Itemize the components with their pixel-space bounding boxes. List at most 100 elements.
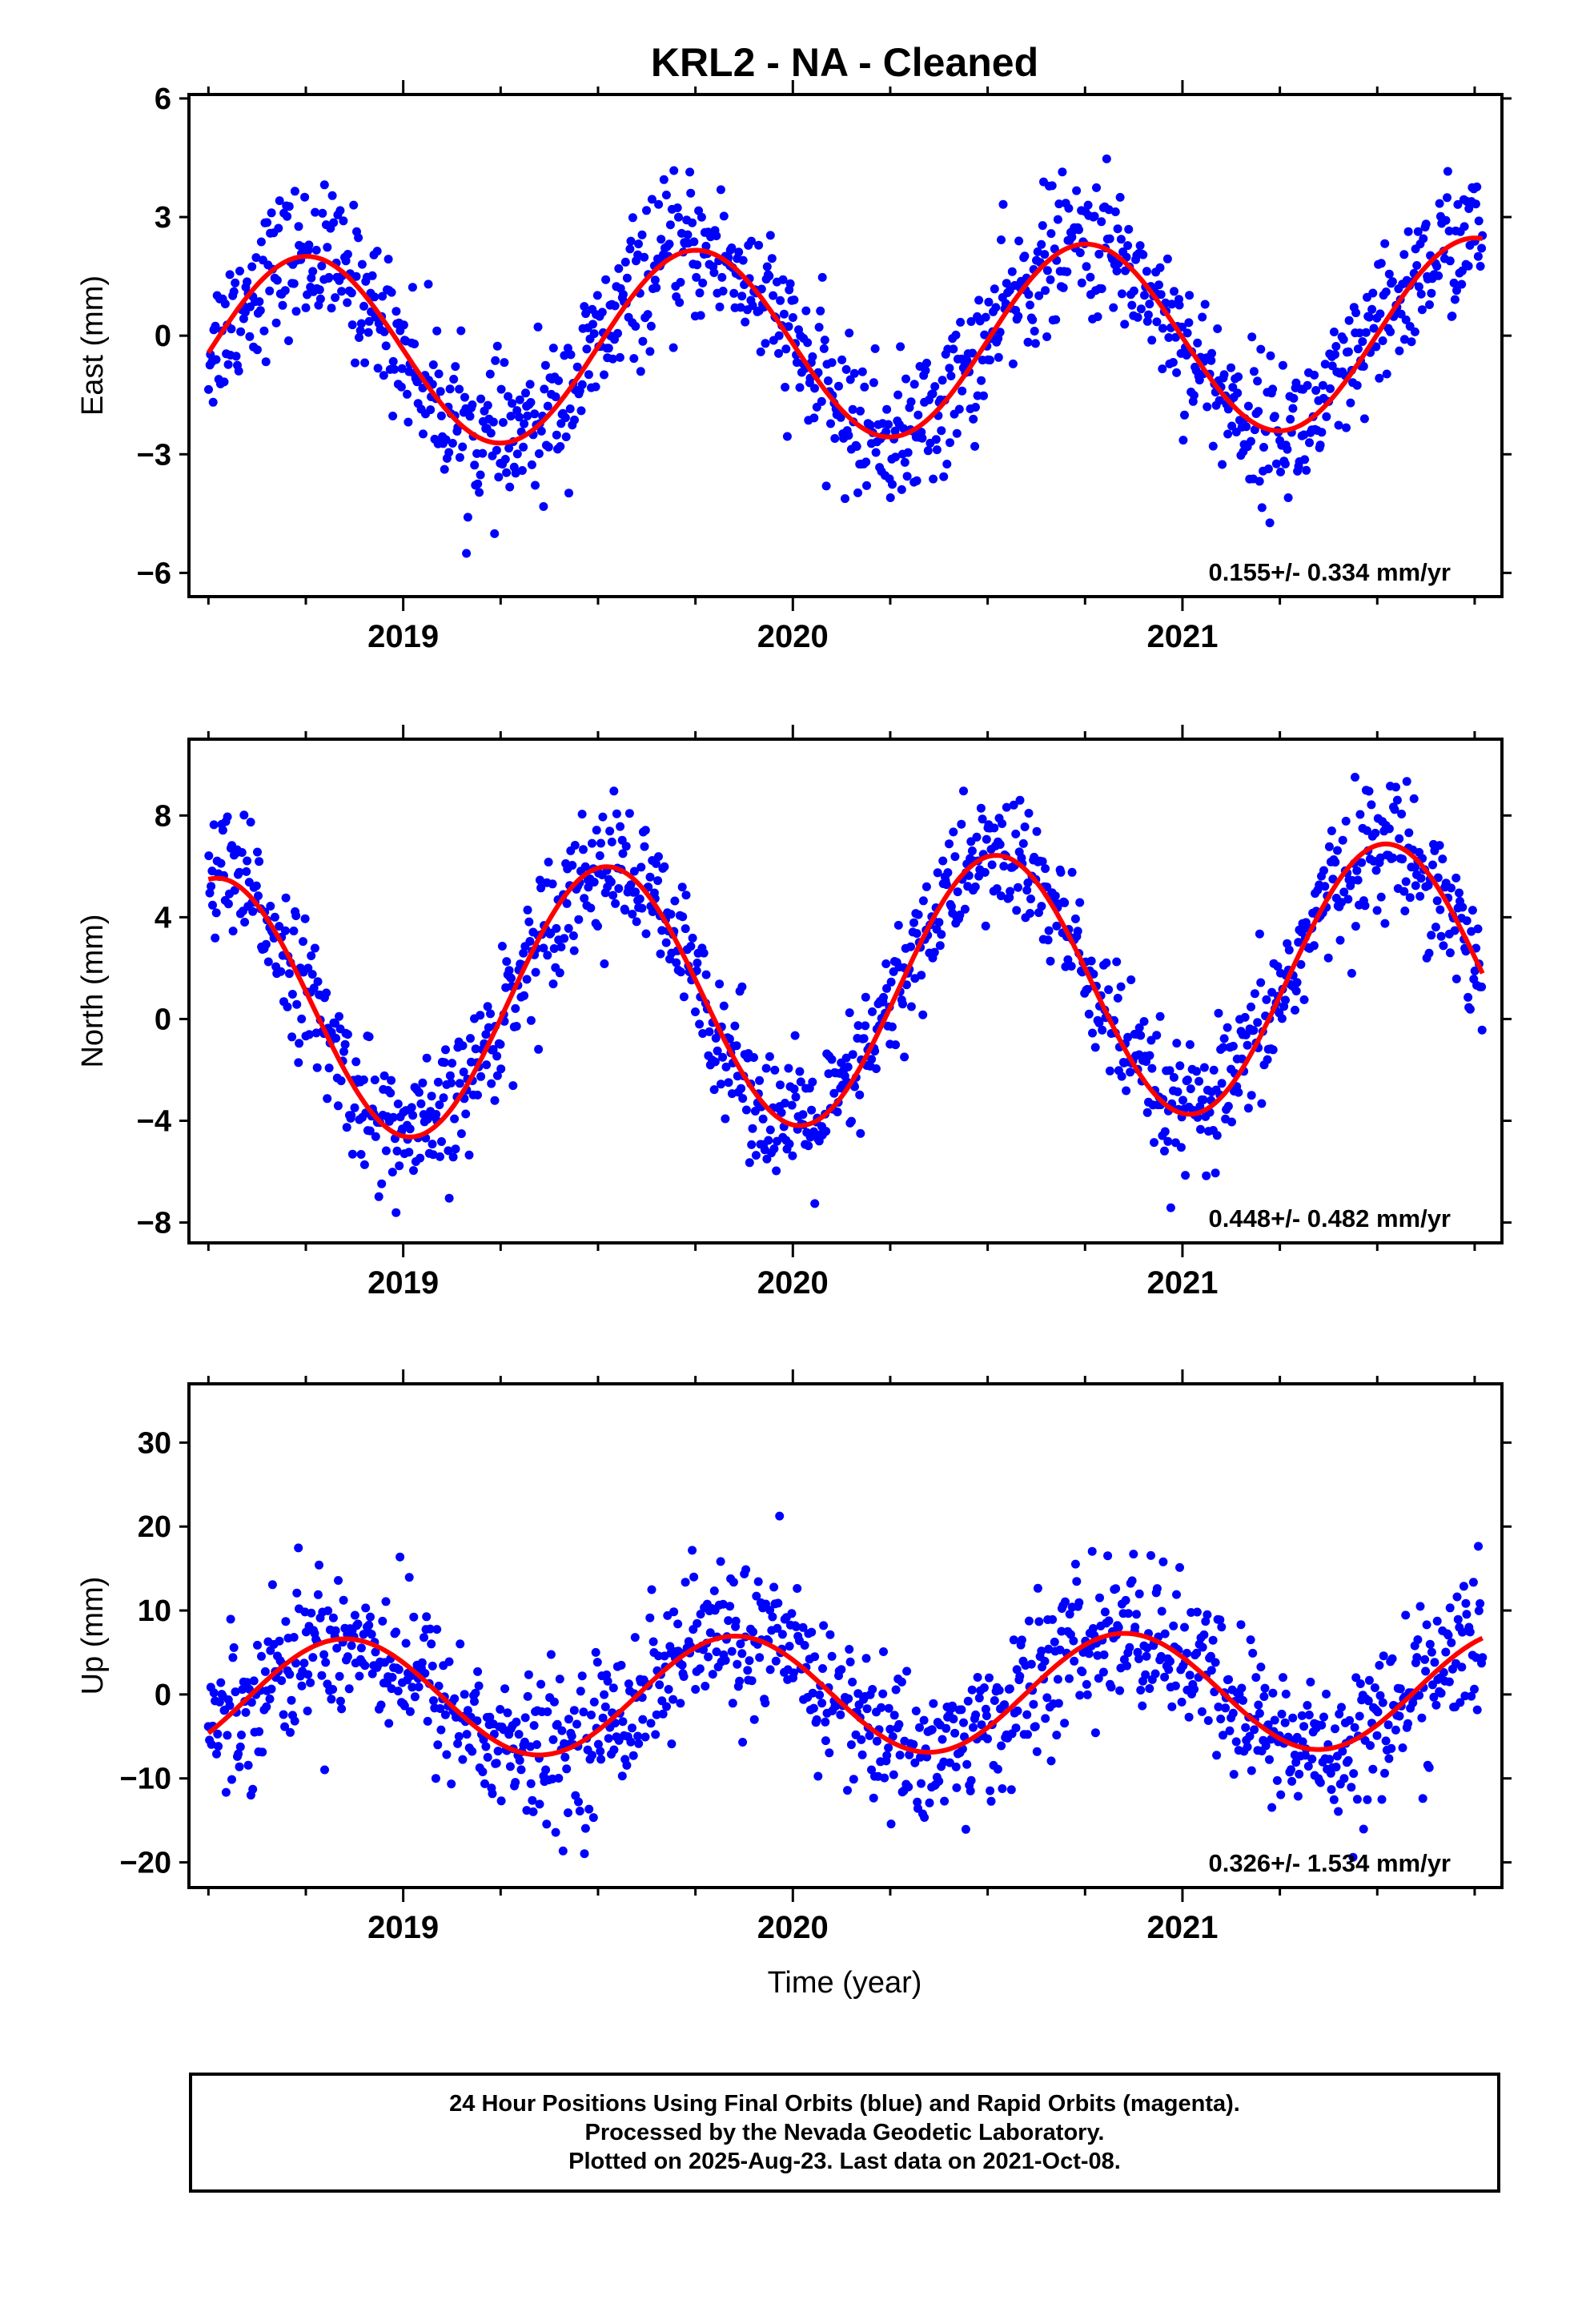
data-point (852, 442, 861, 451)
data-point (710, 1057, 720, 1067)
data-point (409, 1612, 419, 1622)
data-point (291, 911, 301, 920)
data-point (1095, 1593, 1104, 1602)
data-point (1381, 287, 1391, 296)
data-point (705, 1027, 714, 1036)
data-point (310, 943, 319, 953)
data-point (243, 1678, 252, 1687)
data-point (986, 1786, 995, 1795)
data-point (689, 1572, 699, 1582)
data-point (1093, 312, 1102, 321)
data-point (1075, 1691, 1085, 1700)
data-point (782, 432, 792, 441)
data-point (809, 1703, 818, 1713)
data-point (906, 1002, 916, 1011)
data-point (1122, 1086, 1131, 1096)
data-point (1464, 992, 1473, 1002)
data-point (564, 1715, 573, 1724)
data-point (586, 903, 596, 913)
data-point (456, 326, 466, 336)
data-point (1243, 401, 1253, 411)
data-point (312, 1063, 322, 1072)
data-point (303, 1707, 312, 1715)
data-point (289, 927, 299, 935)
data-point (701, 1682, 710, 1691)
data-point (588, 1751, 596, 1760)
data-point (1399, 250, 1409, 259)
data-point (711, 1033, 721, 1043)
data-point (1280, 459, 1290, 468)
data-point (1359, 362, 1368, 371)
data-point (669, 1607, 679, 1617)
data-point (712, 1647, 721, 1657)
data-point (343, 1652, 352, 1662)
data-point (1094, 249, 1104, 259)
data-point (397, 364, 407, 373)
data-point (1069, 1636, 1078, 1646)
data-point (1236, 1620, 1246, 1630)
data-point (1213, 324, 1223, 333)
data-point (951, 330, 961, 340)
data-point (894, 1719, 904, 1729)
data-point (1470, 1684, 1479, 1694)
data-point (1254, 1700, 1263, 1710)
data-point (654, 199, 664, 209)
data-point (1145, 300, 1154, 309)
data-point (859, 1034, 869, 1043)
data-point (577, 380, 587, 389)
data-point (697, 212, 706, 222)
data-point (531, 967, 540, 977)
data-point (681, 891, 691, 900)
data-point (1380, 239, 1390, 248)
data-point (568, 861, 577, 870)
data-point (685, 167, 695, 177)
data-point (865, 1731, 874, 1740)
data-point (886, 1819, 896, 1829)
data-point (692, 272, 701, 282)
data-point (655, 1680, 665, 1690)
data-point (724, 1078, 733, 1088)
data-point (1279, 1673, 1287, 1683)
data-point (492, 445, 501, 455)
data-point (881, 959, 891, 968)
data-point (1251, 1673, 1261, 1683)
data-point (579, 845, 588, 854)
data-point (228, 927, 238, 936)
data-point (1026, 1659, 1036, 1669)
data-point (1259, 443, 1268, 452)
data-point (451, 362, 460, 372)
data-point (1038, 221, 1047, 231)
data-point (448, 1152, 458, 1162)
data-point (791, 1092, 801, 1102)
data-point (628, 1751, 638, 1760)
data-point (1063, 955, 1073, 964)
data-point (1447, 1638, 1456, 1647)
data-point (1097, 217, 1106, 227)
data-point (1147, 1063, 1157, 1073)
data-point (1278, 360, 1287, 370)
data-point (765, 1051, 774, 1061)
data-point (1172, 1039, 1182, 1048)
data-point (1276, 1790, 1286, 1799)
data-point (440, 1058, 449, 1068)
data-point (213, 1729, 223, 1739)
data-point (505, 482, 515, 492)
data-point (1110, 207, 1120, 216)
data-point (641, 929, 651, 939)
data-point (637, 230, 647, 239)
y-tick-label: 10 (138, 1594, 171, 1628)
data-point (788, 1151, 797, 1160)
data-point (504, 392, 513, 401)
data-point (313, 977, 323, 987)
data-point (1249, 367, 1259, 376)
data-point (267, 1684, 276, 1694)
data-point (343, 250, 352, 259)
data-point (591, 382, 600, 392)
data-point (656, 235, 666, 244)
data-point (973, 1673, 982, 1682)
data-point (713, 1046, 722, 1055)
data-point (1273, 962, 1283, 971)
data-point (1054, 1699, 1063, 1708)
data-point (1391, 1725, 1400, 1735)
data-point (1123, 1609, 1133, 1618)
